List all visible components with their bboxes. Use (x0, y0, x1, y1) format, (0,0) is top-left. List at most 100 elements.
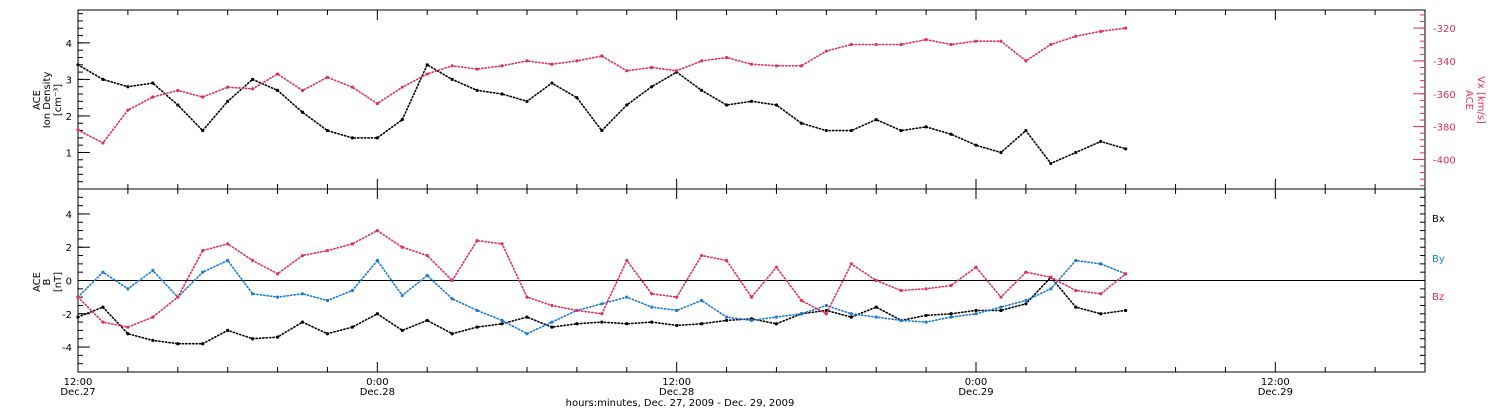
data-point-by (226, 258, 230, 263)
data-point-bz (675, 295, 679, 299)
x-tick-label-time: 0:00 (366, 377, 388, 388)
data-point-by (425, 273, 429, 278)
data-point-bz (625, 258, 629, 263)
data-point-vx (500, 64, 504, 68)
data-point-bx (76, 315, 80, 319)
data-point-by (600, 302, 604, 306)
data-point-density (300, 110, 305, 114)
vx-tick-label: -360 (1433, 90, 1456, 101)
data-point-vx (1049, 42, 1053, 47)
data-point-density (625, 103, 629, 107)
data-point-density (999, 150, 1003, 155)
data-point-density (275, 88, 280, 92)
data-point-vx (799, 64, 803, 68)
data-point-vx (675, 69, 679, 73)
data-point-by (724, 315, 729, 319)
data-point-by (700, 298, 704, 303)
x-tick-label-date: Dec.28 (360, 387, 395, 398)
data-point-density (176, 103, 180, 107)
density-tick-label: 3 (66, 75, 72, 86)
data-point-by (375, 258, 379, 263)
data-point-bz (350, 242, 354, 246)
data-point-bx (375, 312, 379, 316)
data-point-by (1099, 262, 1103, 266)
legend-bx: Bx (1432, 214, 1445, 225)
data-point-bz (101, 320, 105, 324)
density-axis-label-line3: [cm⁻³] (53, 84, 64, 116)
data-point-density (1074, 150, 1078, 155)
data-point-bz (1049, 275, 1053, 279)
data-point-bx (525, 315, 529, 319)
data-point-bz (226, 242, 230, 246)
data-point-bz (550, 303, 554, 308)
data-point-density (949, 132, 953, 136)
data-point-bx (475, 325, 479, 329)
data-point-vx (724, 56, 729, 60)
x-tick-label-time: 12:00 (64, 377, 93, 388)
x-tick-label-date: Dec.29 (1258, 387, 1293, 398)
data-point-bx (550, 325, 554, 329)
data-point-vx (126, 108, 130, 112)
data-point-by (400, 293, 404, 298)
data-point-density (475, 88, 479, 92)
data-point-by (874, 315, 878, 319)
data-point-by (999, 305, 1003, 309)
vx-tick-label: -400 (1433, 155, 1456, 166)
data-point-by (525, 332, 529, 336)
data-point-bz (375, 228, 379, 233)
data-point-density (251, 77, 255, 82)
data-point-vx (899, 42, 903, 47)
data-point-vx (1024, 59, 1028, 63)
data-point-vx (300, 88, 305, 93)
data-point-by (1074, 258, 1078, 263)
density-axis-label-line1: ACE (32, 90, 43, 110)
data-point-by (251, 292, 255, 296)
data-point-density (375, 136, 379, 140)
data-point-by (350, 288, 354, 293)
data-point-density (525, 99, 529, 103)
data-point-bx (151, 338, 155, 342)
data-point-bz (1024, 270, 1028, 274)
b-tick-label: 4 (66, 210, 72, 221)
data-point-vx (849, 42, 853, 47)
data-point-density (550, 81, 554, 85)
data-point-by (924, 320, 928, 324)
data-point-bx (1024, 302, 1028, 306)
data-point-bz (924, 287, 928, 291)
data-point-vx (974, 39, 978, 43)
data-point-density (774, 103, 779, 107)
data-point-by (450, 297, 454, 301)
series-trace-vx (77, 27, 1127, 145)
b-tick-label: -2 (62, 310, 72, 321)
density-tick-label: 4 (66, 39, 72, 50)
data-point-vx (700, 59, 704, 63)
data-point-bz (824, 312, 828, 316)
data-point-by (650, 305, 654, 309)
data-point-bz (849, 262, 853, 266)
data-point-bx (650, 320, 654, 324)
data-point-vx (600, 54, 604, 58)
data-point-vx (151, 95, 155, 99)
series-bx (76, 275, 1128, 346)
data-point-vx (1074, 34, 1078, 38)
x-tick-label-time: 0:00 (965, 377, 987, 388)
data-point-bx (974, 308, 978, 313)
data-point-density (874, 117, 878, 122)
data-point-density (600, 128, 604, 133)
series-by (76, 258, 1128, 336)
data-point-bx (226, 328, 230, 333)
top-panel-frame (77, 9, 1426, 190)
data-point-vx (525, 59, 529, 63)
data-point-by (749, 318, 754, 323)
data-point-density (425, 63, 429, 67)
x-tick-label-time: 12:00 (1261, 377, 1290, 388)
data-point-vx (475, 67, 479, 71)
data-point-bx (325, 332, 330, 336)
data-point-density (76, 63, 80, 67)
data-point-bz (126, 325, 130, 329)
density-tick-label: 2 (66, 112, 72, 123)
x-tick-label-time: 12:00 (662, 377, 691, 388)
series-trace-density (77, 63, 1127, 165)
data-point-by (201, 270, 205, 274)
